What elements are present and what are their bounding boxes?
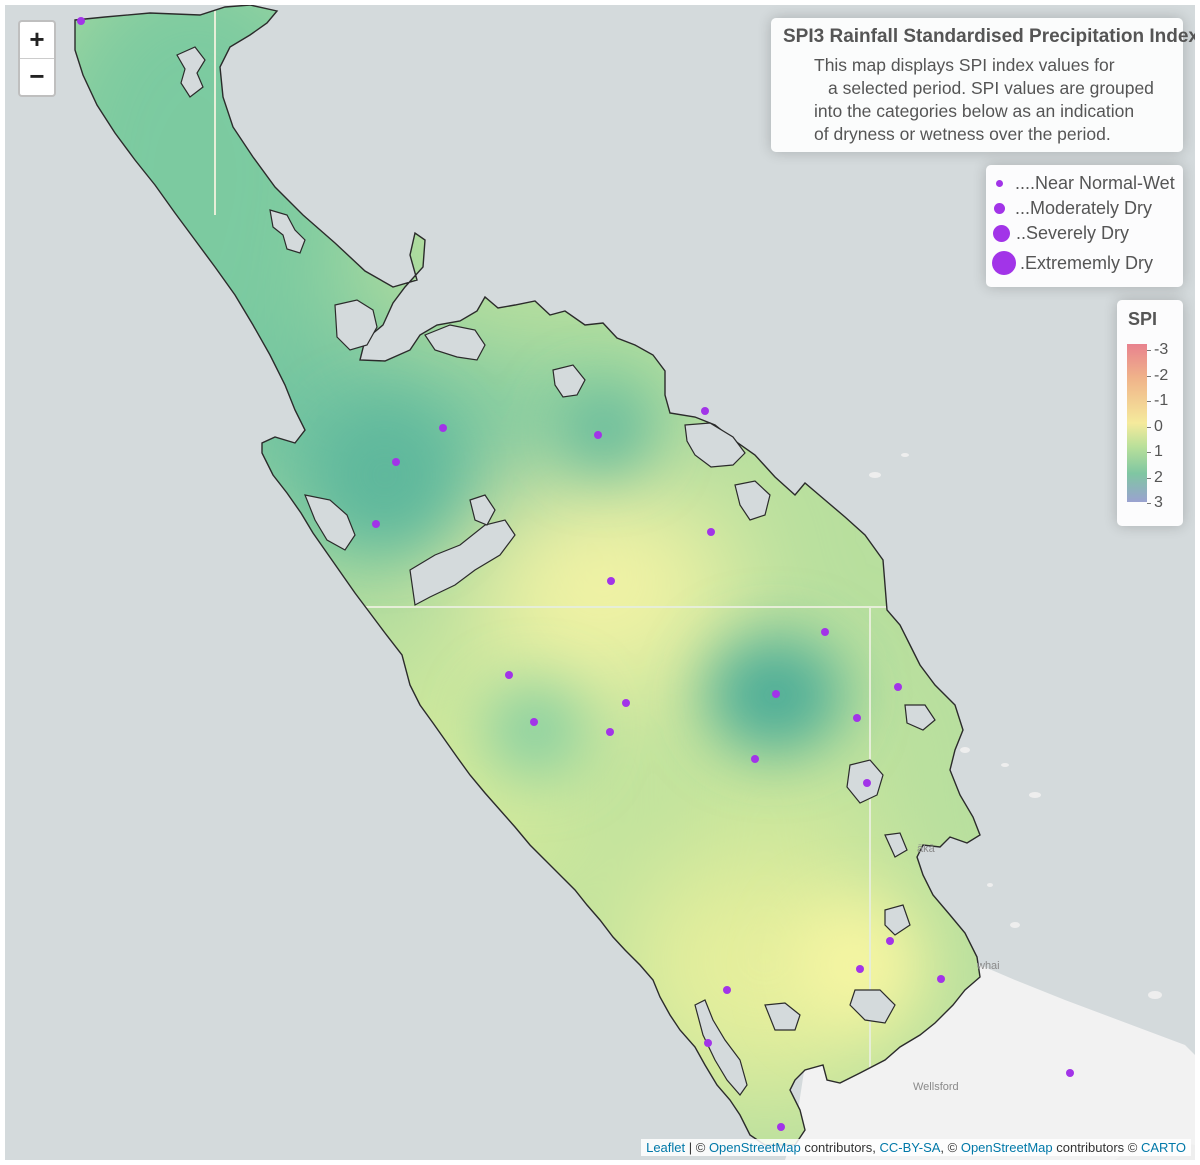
spi-tick-label: -2 [1154,367,1169,384]
station[interactable] [886,937,894,945]
spi-tick [1147,503,1151,504]
station[interactable] [372,520,380,528]
spi-tick [1147,478,1151,479]
spi-legend: SPI -3 -2 -1 0 1 2 3 [1117,300,1183,526]
osm-link[interactable]: OpenStreetMap [708,1140,801,1155]
map-canvas [74,5,1195,1160]
station[interactable] [1066,1069,1074,1077]
spi-tick [1147,350,1151,351]
size-legend-label: ..Severely Dry [1016,223,1130,243]
dot-icon [992,251,1016,275]
station[interactable] [772,690,780,698]
spi-tick [1147,376,1151,377]
size-legend-item: ..Severely Dry [993,223,1129,244]
spi-tick-label: 3 [1154,494,1163,511]
spi-tick-label: 2 [1154,469,1163,486]
spi-tick [1147,427,1151,428]
stations [77,17,1074,1131]
spi-tick-label: -1 [1154,392,1169,409]
place-label-whai: whai [977,960,1000,972]
zoom-out-button[interactable]: − [29,61,45,91]
spi-tick [1147,401,1151,402]
zoom-in-button[interactable]: + [20,22,54,59]
size-legend-label: ...Moderately Dry [1015,198,1153,218]
station[interactable] [937,975,945,983]
place-label-wellsford: Wellsford [913,1081,959,1093]
station[interactable] [863,779,871,787]
dot-icon [994,203,1005,214]
place-label-aka: ākā [917,843,935,855]
station[interactable] [723,986,731,994]
station[interactable] [392,458,400,466]
dot-icon [996,180,1003,187]
map-view[interactable]: Wellsford ākā whai + − SPI3 Rainfall Sta… [5,5,1195,1160]
osm-link-2[interactable]: OpenStreetMap [960,1140,1053,1155]
station[interactable] [704,1039,712,1047]
station[interactable] [894,683,902,691]
dot-icon [993,225,1010,242]
station[interactable] [607,577,615,585]
station[interactable] [622,699,630,707]
info-description: This map displays SPI index values for a… [814,54,1164,146]
spi-legend-title: SPI [1128,309,1158,329]
size-legend: ....Near Normal-Wet ...Moderately Dry ..… [986,165,1183,287]
info-title: SPI3 Rainfall Standardised Precipitation… [783,26,1195,47]
carto-link[interactable]: CARTO [1140,1140,1186,1155]
attribution-text: contributors © [1052,1140,1141,1155]
spi-tick [1147,452,1151,453]
size-legend-label: ....Near Normal-Wet [1015,173,1175,193]
station[interactable] [439,424,447,432]
station[interactable] [853,714,861,722]
cc-by-sa-link[interactable]: CC-BY-SA [879,1140,941,1155]
info-line: into the categories below as an indicati… [814,101,1135,121]
attribution-text: contributors, [800,1140,880,1155]
station[interactable] [77,17,85,25]
station[interactable] [707,528,715,536]
station[interactable] [821,628,829,636]
attribution-text: | © [685,1140,709,1155]
size-legend-label: .Extrememly Dry [1020,252,1154,273]
spi-tick-label: -3 [1154,341,1169,358]
station[interactable] [701,407,709,415]
info-line: a selected period. SPI values are groupe… [828,78,1154,98]
zoom-control: + − [18,20,56,97]
station[interactable] [606,728,614,736]
size-legend-item: ...Moderately Dry [994,198,1152,219]
station[interactable] [751,755,759,763]
station[interactable] [856,965,864,973]
harbours [176,46,936,1096]
size-legend-item: .Extrememly Dry [992,251,1153,275]
spi-tick-label: 0 [1154,418,1163,435]
station[interactable] [777,1123,785,1131]
station[interactable] [505,671,513,679]
spi-color-ramp [1127,344,1147,502]
size-legend-item: ....Near Normal-Wet [996,173,1175,194]
station[interactable] [530,718,538,726]
attribution-bar: Leaflet | © OpenStreetMap contributors, … [641,1139,1191,1156]
info-panel: SPI3 Rainfall Standardised Precipitation… [771,18,1195,152]
spi-tick-label: 1 [1154,443,1163,460]
attribution-text: , © [940,1140,961,1155]
leaflet-link[interactable]: Leaflet [646,1140,686,1155]
info-line: of dryness or wetness over the period. [814,124,1111,144]
info-line: This map displays SPI index values for [814,55,1115,75]
station[interactable] [594,431,602,439]
